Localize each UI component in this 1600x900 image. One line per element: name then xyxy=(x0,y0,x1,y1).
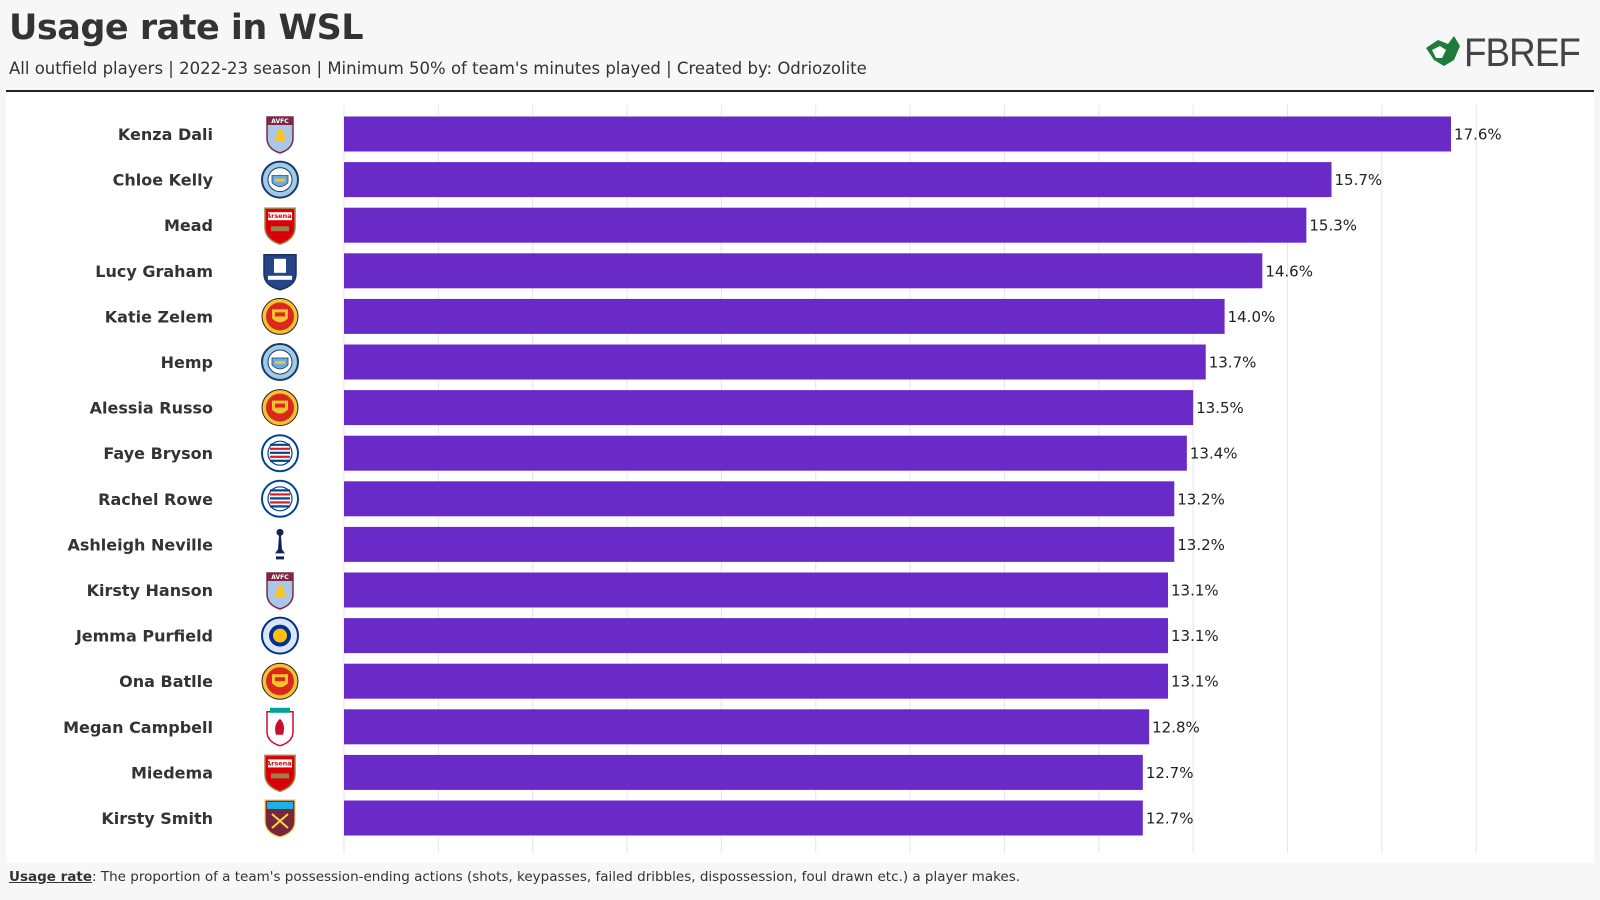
category-label: Hemp xyxy=(161,353,213,372)
value-label: 15.7% xyxy=(1335,171,1383,189)
bar-row: Faye Bryson 13.4% xyxy=(103,434,1238,473)
bar-row: Chloe Kelly 15.7% xyxy=(113,160,1383,199)
man-city-crest-icon xyxy=(261,160,299,199)
bar-row: Kenza Dali AVFC 17.6% xyxy=(118,116,1502,154)
value-label: 14.0% xyxy=(1228,308,1276,326)
bar xyxy=(344,390,1194,426)
category-label: Kirsty Smith xyxy=(101,809,213,828)
bar-row: Alessia Russo 13.5% xyxy=(90,389,1244,427)
bar xyxy=(344,207,1307,243)
bar-row: Kirsty Smith 12.7% xyxy=(101,799,1194,838)
bar-row: Hemp 13.7% xyxy=(161,343,1257,381)
bar-chart: Kenza Dali AVFC 17.6% Chloe Kelly 15.7% Mead A… xyxy=(63,105,1502,853)
bar xyxy=(344,709,1150,745)
bar-row: Megan Campbell 12.8% xyxy=(63,707,1200,747)
value-label: 13.1% xyxy=(1171,627,1219,645)
bar-row: Jemma Purfield 13.1% xyxy=(75,616,1219,655)
bar-row: Kirsty Hanson AVFC 13.1% xyxy=(87,572,1219,610)
bar-row: Lucy Graham 14.6% xyxy=(95,253,1313,291)
category-label: Lucy Graham xyxy=(95,262,213,281)
category-label: Katie Zelem xyxy=(105,307,213,326)
value-label: 13.1% xyxy=(1171,582,1219,600)
fbref-logo: FBREF xyxy=(1426,31,1581,74)
category-label: Mead xyxy=(164,216,213,235)
man-united-crest-icon xyxy=(261,297,299,335)
everton-crest-icon xyxy=(263,254,297,291)
category-label: Miedema xyxy=(131,763,213,782)
aston-villa-crest-icon: AVFC xyxy=(266,116,294,154)
bar-row: Katie Zelem 14.0% xyxy=(105,297,1276,335)
header-divider xyxy=(6,90,1594,92)
category-label: Ona Batlle xyxy=(119,672,213,691)
bar-row: Rachel Rowe 13.2% xyxy=(98,479,1225,518)
svg-text:Arsenal: Arsenal xyxy=(266,759,294,767)
value-label: 13.7% xyxy=(1209,354,1257,372)
leicester-crest-icon xyxy=(261,616,299,655)
bar xyxy=(344,253,1263,289)
footnote: Usage rate: The proportion of a team's p… xyxy=(9,869,1020,885)
liverpool-crest-icon xyxy=(266,707,294,747)
bar-row: Ashleigh Neville 13.2% xyxy=(67,526,1225,562)
chart-subtitle: All outfield players | 2022-23 season | … xyxy=(9,59,867,78)
tottenham-crest-icon xyxy=(275,528,285,560)
svg-text:Arsenal: Arsenal xyxy=(266,212,294,220)
category-label: Kirsty Hanson xyxy=(87,581,213,600)
value-label: 13.4% xyxy=(1190,445,1238,463)
category-label: Kenza Dali xyxy=(118,125,213,144)
bar xyxy=(344,162,1332,198)
bar xyxy=(344,298,1225,334)
bar xyxy=(344,481,1175,517)
value-label: 13.5% xyxy=(1196,399,1244,417)
footnote-text: : The proportion of a team's possession-… xyxy=(92,869,1021,885)
value-label: 14.6% xyxy=(1265,262,1313,280)
bar xyxy=(344,116,1452,152)
west-ham-crest-icon xyxy=(264,799,296,838)
reading-crest-icon xyxy=(261,479,299,518)
arsenal-crest-icon: Arsenal xyxy=(264,754,296,793)
category-label: Ashleigh Neville xyxy=(67,535,213,554)
footnote-term: Usage rate xyxy=(9,869,93,885)
value-label: 13.2% xyxy=(1177,490,1225,508)
man-united-crest-icon xyxy=(261,662,299,700)
man-united-crest-icon xyxy=(261,389,299,427)
svg-text:AVFC: AVFC xyxy=(271,574,289,581)
bar xyxy=(344,344,1206,380)
header: Usage rate in WSL All outfield players |… xyxy=(0,0,1600,92)
value-label: 12.7% xyxy=(1146,764,1194,782)
svg-text:AVFC: AVFC xyxy=(271,118,289,125)
value-label: 15.3% xyxy=(1309,217,1357,235)
bar-row: Mead Arsenal 15.3% xyxy=(164,207,1357,245)
bar xyxy=(344,800,1143,836)
bar-row: Ona Batlle 13.1% xyxy=(119,662,1219,700)
reading-crest-icon xyxy=(261,434,299,473)
category-label: Rachel Rowe xyxy=(98,490,213,509)
bar xyxy=(344,526,1175,562)
category-label: Faye Bryson xyxy=(103,444,213,463)
man-city-crest-icon xyxy=(261,343,299,381)
bar xyxy=(344,754,1143,790)
category-label: Alessia Russo xyxy=(90,399,213,418)
bar-row: Miedema Arsenal 12.7% xyxy=(131,754,1194,793)
bar xyxy=(344,618,1168,654)
chart-panel: Kenza Dali AVFC 17.6% Chloe Kelly 15.7% Mead A… xyxy=(6,93,1594,863)
fbref-logo-text: FBREF xyxy=(1464,31,1580,74)
bar xyxy=(344,435,1187,471)
chart-title: Usage rate in WSL xyxy=(9,8,364,48)
category-label: Jemma Purfield xyxy=(75,627,213,646)
value-label: 13.1% xyxy=(1171,673,1219,691)
aston-villa-crest-icon: AVFC xyxy=(266,572,294,610)
bar xyxy=(344,663,1168,699)
value-label: 12.7% xyxy=(1146,810,1194,828)
category-label: Chloe Kelly xyxy=(113,171,214,190)
value-label: 17.6% xyxy=(1454,126,1502,144)
value-label: 13.2% xyxy=(1177,536,1225,554)
bar xyxy=(344,572,1168,608)
value-label: 12.8% xyxy=(1152,718,1200,736)
arsenal-crest-icon: Arsenal xyxy=(264,207,296,245)
category-label: Megan Campbell xyxy=(63,718,213,737)
